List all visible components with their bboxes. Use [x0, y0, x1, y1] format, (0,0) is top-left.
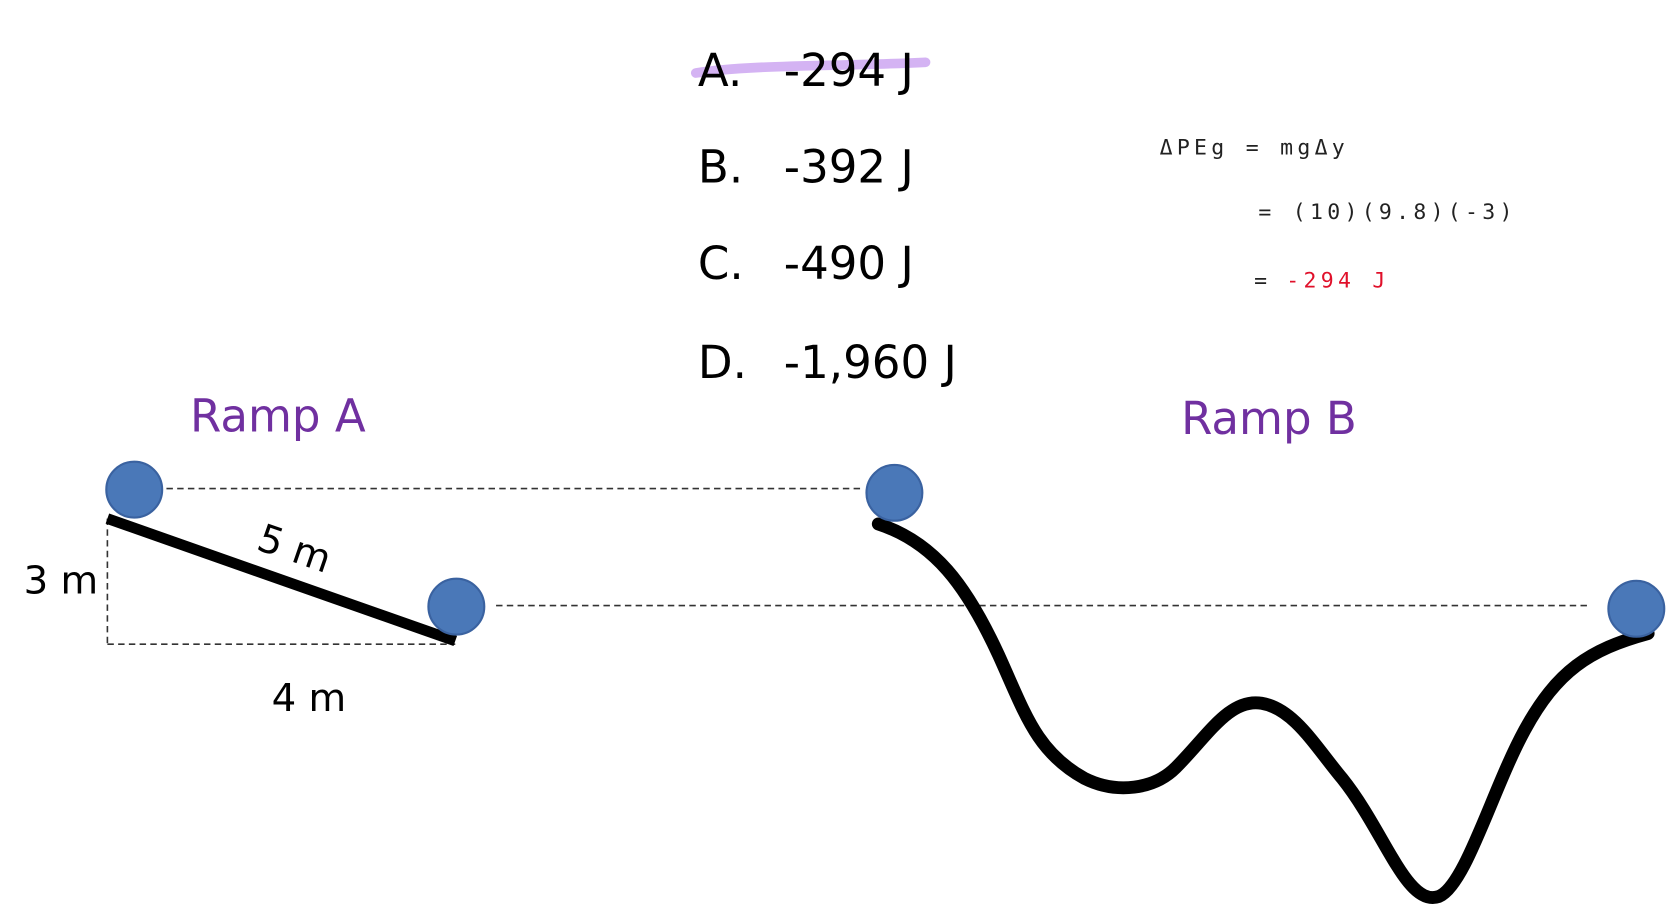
work-result: -294 J — [1286, 269, 1389, 294]
ramp-label: Ramp B — [1181, 392, 1357, 445]
option-value: -490 J — [784, 237, 914, 290]
work-line: = (10)(9.8)(-3) — [1258, 200, 1516, 225]
option-value: -294 J — [784, 44, 914, 97]
ball — [1607, 579, 1666, 638]
option-letter: D. — [698, 336, 747, 389]
option-letter: C. — [698, 237, 744, 290]
option-letter: A. — [698, 44, 742, 97]
ball — [427, 577, 486, 636]
ball — [865, 463, 924, 522]
ramp-a — [105, 513, 458, 647]
work-eq: = — [1254, 269, 1271, 294]
option-value: -1,960 J — [784, 336, 957, 389]
option-letter: B. — [698, 141, 743, 194]
height-label: 3 m — [24, 559, 99, 604]
strike-highlight — [690, 57, 931, 78]
work-line: ΔPEg = mgΔy — [1160, 136, 1349, 161]
base-label: 4 m — [272, 676, 347, 721]
ramp-label: Ramp A — [190, 390, 366, 443]
ramp-b — [871, 517, 1655, 904]
ball — [105, 460, 164, 519]
option-value: -392 J — [784, 141, 914, 194]
